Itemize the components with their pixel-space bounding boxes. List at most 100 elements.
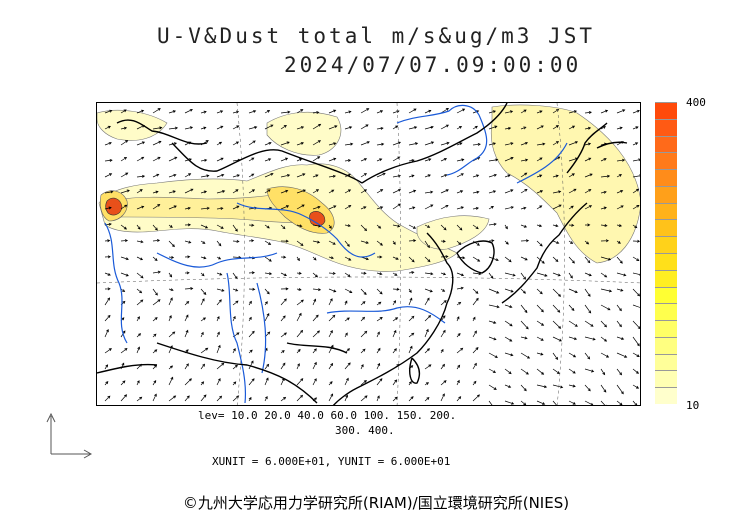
- wind-arrow: [296, 348, 301, 354]
- wind-arrow: [520, 352, 531, 359]
- wind-arrow: [248, 126, 258, 130]
- wind-arrow: [584, 368, 595, 373]
- wind-arrow: [120, 126, 128, 130]
- chart-title: U-V&Dust total m/s&ug/m3 JST: [156, 24, 595, 48]
- wind-arrow: [600, 190, 607, 194]
- wind-arrow: [520, 288, 526, 294]
- wind-arrow: [120, 394, 128, 402]
- dust-map: [96, 102, 641, 406]
- wind-arrow: [488, 400, 493, 405]
- wind-arrow: [232, 224, 238, 232]
- wind-arrow: [616, 304, 622, 312]
- wind-arrow: [104, 125, 111, 130]
- contour-levels-line1: lev= 10.0 20.0 40.0 60.0 100. 150. 200.: [198, 409, 457, 422]
- wind-arrow: [264, 363, 270, 370]
- wind-arrow: [440, 300, 447, 306]
- wind-arrow: [312, 378, 317, 386]
- wind-arrow: [216, 362, 225, 370]
- wind-arrow: [520, 224, 528, 228]
- wind-arrow: [200, 381, 205, 386]
- wind-arrow: [552, 336, 562, 342]
- wind-arrow: [504, 142, 514, 146]
- wind-arrow: [296, 312, 302, 322]
- wind-arrow: [392, 317, 399, 322]
- wind-arrow: [376, 395, 380, 402]
- wind-arrow: [104, 141, 112, 146]
- wind-arrow: [616, 224, 623, 227]
- wind-arrow: [328, 174, 337, 178]
- wind-arrow: [248, 316, 252, 322]
- wind-arrow: [616, 190, 624, 194]
- wind-arrow: [568, 173, 575, 178]
- wind-arrow: [488, 173, 497, 178]
- wind-arrow: [600, 400, 607, 405]
- wind-arrow: [424, 204, 434, 210]
- wind-arrow: [520, 304, 528, 314]
- wind-arrow: [488, 142, 497, 146]
- wind-arrow: [328, 205, 337, 210]
- wind-arrow: [456, 190, 464, 194]
- wind-arrow: [104, 348, 112, 354]
- copyright-credit: ©九州大学応用力学研究所(RIAM)/国立環境研究所(NIES): [182, 494, 570, 512]
- wind-arrow: [504, 304, 513, 309]
- wind-arrow: [184, 301, 190, 306]
- wind-arrow: [136, 333, 142, 338]
- wind-arrow: [552, 352, 559, 361]
- wind-arrow: [632, 288, 640, 297]
- wind-arrow: [360, 348, 366, 354]
- wind-arrow: [312, 256, 317, 261]
- wind-arrow: [312, 123, 322, 130]
- wind-arrow: [168, 190, 176, 194]
- wind-arrow: [136, 109, 145, 114]
- wind-arrow: [120, 156, 128, 162]
- wind-arrow: [472, 297, 479, 306]
- wind-arrow: [328, 314, 336, 322]
- wind-arrow: [632, 224, 638, 229]
- wind-arrow: [168, 156, 178, 162]
- wind-arrow: [232, 272, 238, 280]
- wind-arrow: [472, 362, 477, 370]
- wind-arrow: [632, 304, 640, 308]
- wind-arrow: [344, 362, 351, 370]
- wind-arrow: [280, 298, 287, 306]
- wind-arrow: [392, 174, 402, 178]
- wind-arrow: [232, 239, 240, 243]
- wind-arrow: [504, 110, 514, 114]
- wind-arrow: [200, 288, 207, 296]
- wind-arrow: [440, 174, 448, 178]
- wind-arrow: [152, 256, 158, 262]
- wind-arrow: [408, 108, 417, 114]
- wind-arrow: [552, 174, 559, 178]
- wind-arrow: [232, 364, 238, 370]
- wind-arrow: [152, 204, 161, 210]
- wind-arrow: [248, 223, 255, 227]
- wind-arrow: [264, 377, 269, 386]
- wind-arrow: [440, 107, 449, 114]
- wind-arrow: [136, 288, 143, 294]
- colorbar-min-label: 10: [686, 399, 700, 412]
- wind-arrow: [296, 142, 305, 146]
- wind-arrow: [216, 141, 223, 146]
- wind-arrow: [232, 174, 240, 178]
- wind-arrow: [504, 174, 511, 178]
- wind-arrow: [600, 336, 608, 342]
- wind-arrow: [376, 189, 384, 194]
- wind-arrow: [456, 240, 462, 245]
- wind-arrow: [200, 331, 204, 338]
- wind-arrow: [104, 206, 112, 210]
- wind-arrow: [120, 172, 129, 178]
- wind-arrow: [536, 174, 543, 178]
- wind-arrow: [264, 124, 274, 130]
- wind-arrow: [376, 331, 380, 338]
- wind-arrow: [376, 206, 384, 210]
- wind-arrow: [216, 378, 221, 386]
- wind-arrow: [440, 158, 448, 162]
- wind-arrow: [616, 400, 623, 405]
- wind-arrow: [440, 224, 447, 231]
- wind-arrow: [616, 256, 623, 264]
- wind-arrow: [104, 239, 111, 243]
- wind-arrow: [280, 157, 289, 162]
- wind-arrow: [344, 377, 349, 386]
- wind-arrow: [520, 141, 529, 146]
- wind-arrow: [632, 158, 640, 162]
